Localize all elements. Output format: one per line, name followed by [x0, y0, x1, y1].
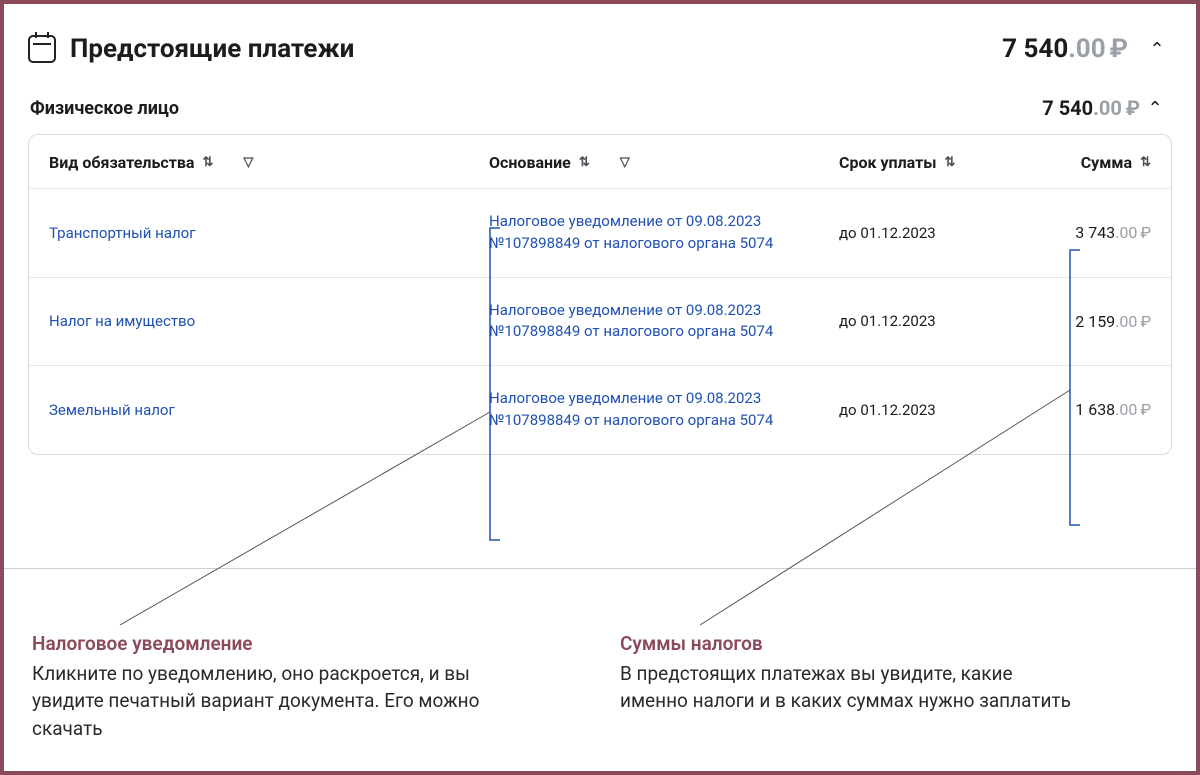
total-int: 7 540 — [1002, 34, 1068, 64]
basis-link[interactable]: Налоговое уведомление от 09.08.2023 №107… — [489, 300, 839, 344]
callout-tax-sums: Суммы налогов В предстоящих платежах вы … — [620, 630, 1080, 715]
amt-dec: .00 — [1115, 223, 1137, 242]
filter-icon[interactable]: ▽ — [620, 155, 630, 170]
obligation-type-link[interactable]: Налог на имущество — [49, 312, 489, 330]
due-date: до 01.12.2023 — [839, 401, 1019, 419]
table-row: Земельный налог Налоговое уведомление от… — [29, 366, 1171, 454]
horizontal-divider — [4, 568, 1196, 569]
sort-icon[interactable]: ⇅ — [1140, 155, 1151, 170]
col-sum[interactable]: Сумма ⇅ — [1019, 153, 1151, 172]
col-due-label: Срок уплаты — [839, 153, 937, 172]
basis-link[interactable]: Налоговое уведомление от 09.08.2023 №107… — [489, 388, 839, 432]
amt-int: 2 159 — [1075, 312, 1115, 331]
callout-tax-notice: Налоговое уведомление Кликните по уведом… — [32, 630, 512, 742]
due-date: до 01.12.2023 — [839, 224, 1019, 242]
page-title: Предстоящие платежи — [70, 34, 988, 64]
section-int: 7 540 — [1042, 96, 1093, 120]
total-currency: ₽ — [1110, 34, 1128, 64]
amt-int: 3 743 — [1075, 223, 1115, 242]
table-header: Вид обязательства ⇅ ▽ Основание ⇅ ▽ Срок… — [29, 135, 1171, 189]
amt-cur: ₽ — [1140, 223, 1151, 242]
table-row: Налог на имущество Налоговое уведомление… — [29, 278, 1171, 367]
total-dec: .00 — [1068, 34, 1105, 64]
total-amount: 7 540.00₽ — [1002, 34, 1128, 64]
col-type[interactable]: Вид обязательства ⇅ ▽ — [49, 153, 489, 172]
collapse-chevron-icon[interactable]: ⌃ — [1142, 39, 1172, 60]
col-type-label: Вид обязательства — [49, 153, 195, 172]
filter-icon[interactable]: ▽ — [243, 155, 253, 170]
callout-body: Кликните по уведомлению, оно раскроется,… — [32, 660, 512, 743]
callout-title: Суммы налогов — [620, 630, 1080, 658]
basis-link[interactable]: Налоговое уведомление от 09.08.2023 №107… — [489, 211, 839, 255]
section-currency: ₽ — [1126, 96, 1140, 120]
amt-dec: .00 — [1115, 312, 1137, 331]
sort-icon[interactable]: ⇅ — [203, 155, 214, 170]
col-basis[interactable]: Основание ⇅ ▽ — [489, 153, 839, 172]
section-header: Физическое лицо 7 540.00₽ ⌃ — [28, 96, 1172, 120]
payments-table: Вид обязательства ⇅ ▽ Основание ⇅ ▽ Срок… — [28, 134, 1172, 455]
section-chevron-icon[interactable]: ⌃ — [1140, 98, 1170, 119]
callout-body: В предстоящих платежах вы увидите, какие… — [620, 660, 1080, 715]
col-due[interactable]: Срок уплаты ⇅ — [839, 153, 1019, 172]
obligation-type-link[interactable]: Земельный налог — [49, 401, 489, 419]
row-amount: 2 159.00₽ — [1019, 312, 1151, 331]
row-amount: 3 743.00₽ — [1019, 223, 1151, 242]
col-basis-label: Основание — [489, 153, 571, 172]
section-amount: 7 540.00₽ — [1042, 96, 1140, 120]
calendar-icon — [28, 35, 56, 63]
section-dec: .00 — [1093, 96, 1122, 120]
sort-icon[interactable]: ⇅ — [579, 155, 590, 170]
sort-icon[interactable]: ⇅ — [945, 155, 956, 170]
row-amount: 1 638.00₽ — [1019, 400, 1151, 419]
amt-cur: ₽ — [1140, 400, 1151, 419]
col-sum-label: Сумма — [1081, 153, 1132, 172]
obligation-type-link[interactable]: Транспортный налог — [49, 224, 489, 242]
callout-title: Налоговое уведомление — [32, 630, 512, 658]
section-title: Физическое лицо — [30, 98, 1042, 119]
amt-cur: ₽ — [1140, 312, 1151, 331]
table-row: Транспортный налог Налоговое уведомление… — [29, 189, 1171, 278]
page-header: Предстоящие платежи 7 540.00₽ ⌃ — [28, 34, 1172, 64]
amt-int: 1 638 — [1075, 400, 1115, 419]
due-date: до 01.12.2023 — [839, 312, 1019, 330]
amt-dec: .00 — [1115, 400, 1137, 419]
